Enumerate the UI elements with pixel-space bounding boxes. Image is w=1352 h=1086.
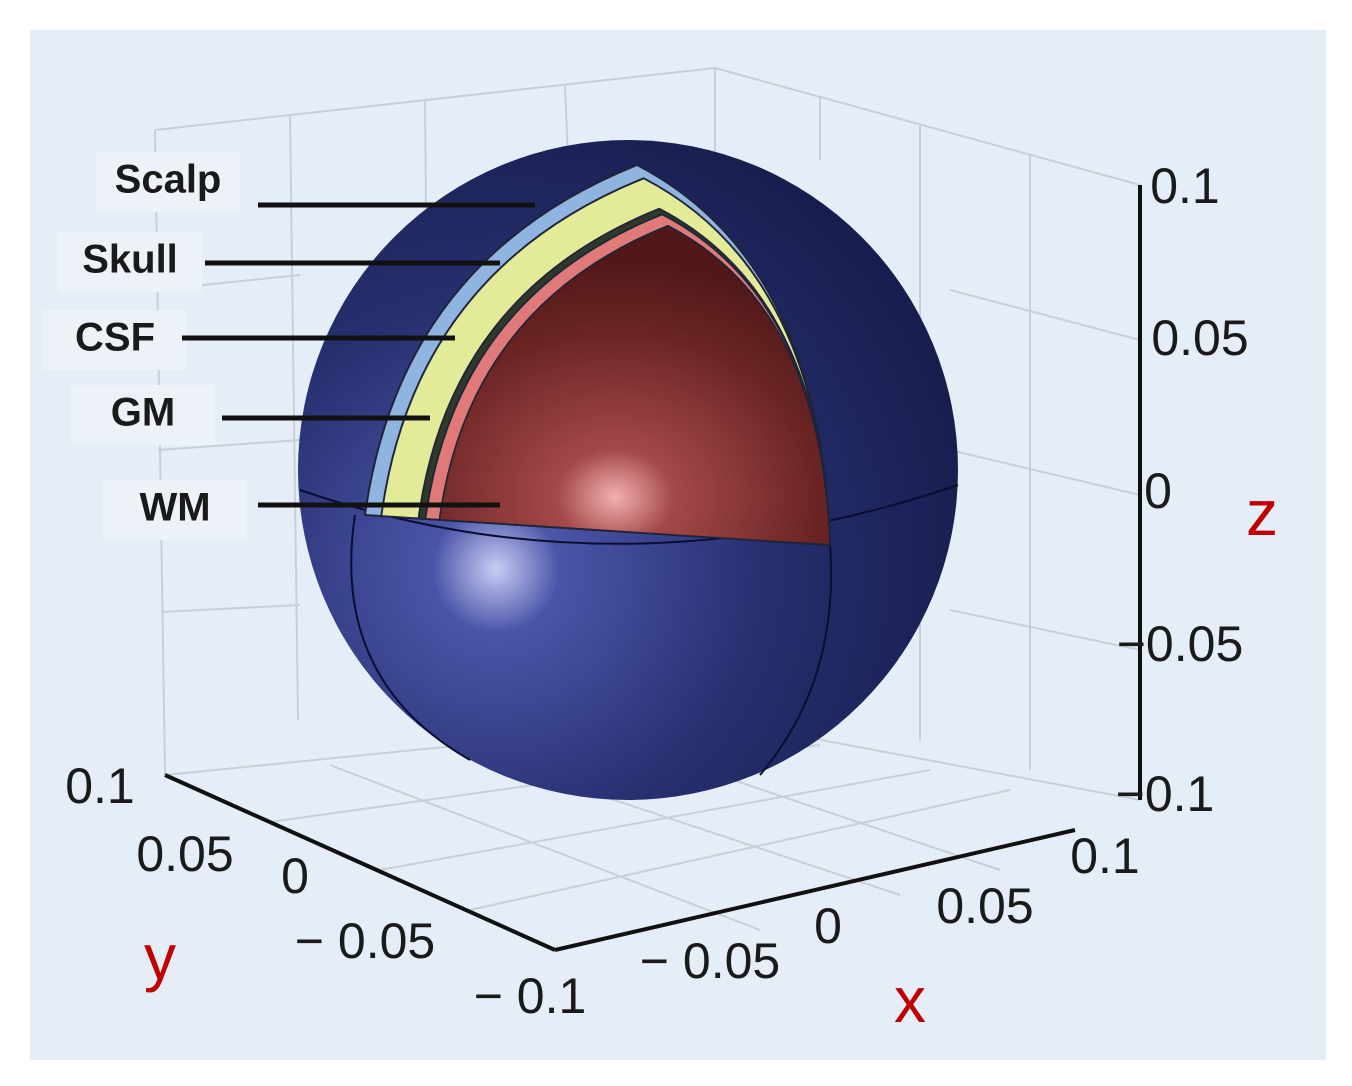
z-tick-label: 0 — [1144, 463, 1172, 519]
layer-label: CSF — [75, 316, 155, 360]
y-tick-label: 0 — [281, 848, 309, 904]
label-box — [96, 152, 240, 212]
layer-label: Skull — [82, 238, 178, 282]
x-axis-label: x — [894, 964, 926, 1036]
layer-section — [438, 224, 831, 546]
layer-label: Scalp — [115, 158, 222, 202]
y-axis-label: y — [144, 921, 176, 993]
z-tick-label: 0.1 — [1150, 158, 1220, 214]
label-box — [58, 232, 202, 292]
layer-label: GM — [111, 391, 175, 435]
axes — [164, 185, 1142, 952]
y-tick-label: 0.05 — [136, 826, 233, 882]
x-tick-label: 0.05 — [936, 878, 1033, 934]
cutaway — [363, 163, 832, 547]
y-tick-label: − 0.05 — [295, 913, 435, 969]
sphere — [298, 140, 959, 800]
x-tick-label: − 0.05 — [640, 933, 780, 989]
layer-labels: Scalp Skull CSF GM WM — [43, 152, 535, 540]
z-tick-label: −0.1 — [1116, 766, 1215, 822]
label-box — [71, 385, 215, 445]
label-box — [43, 310, 187, 370]
axis-ticks: − 0.050 0.050.1x0.10.05 0− 0.05− 0.1y0.10.… — [65, 158, 1278, 1036]
y-tick-label: − 0.1 — [474, 968, 587, 1024]
layer-label: WM — [139, 486, 210, 530]
label-box — [103, 480, 247, 540]
y-tick-label: 0.1 — [65, 758, 135, 814]
x-tick-label: 0 — [814, 898, 842, 954]
z-tick-label: 0.05 — [1151, 310, 1248, 366]
z-axis-label: z — [1246, 477, 1278, 549]
x-tick-label: 0.1 — [1070, 828, 1140, 884]
z-tick-label: −0.05 — [1117, 616, 1244, 672]
